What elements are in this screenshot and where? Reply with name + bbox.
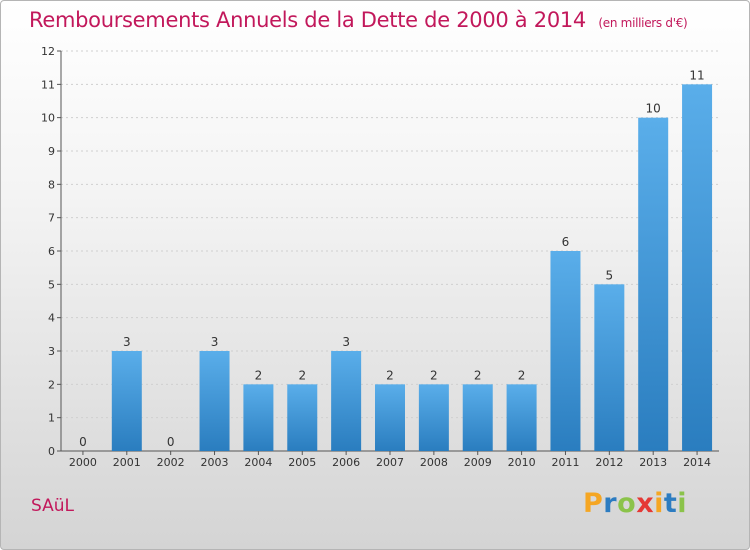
x-tick-label: 2008: [420, 456, 448, 469]
x-tick-label: 2002: [157, 456, 185, 469]
x-tick-label: 2013: [639, 456, 667, 469]
x-tick-label: 2011: [551, 456, 579, 469]
logo-letter: t: [663, 488, 678, 519]
bar-value-label: 2: [386, 368, 394, 382]
bar-value-label: 2: [298, 368, 306, 382]
bar: [638, 117, 669, 452]
logo-letter: o: [617, 488, 637, 519]
y-tick-label: 12: [41, 45, 55, 58]
bar-value-label: 2: [518, 368, 526, 382]
bar: [550, 251, 581, 451]
logo-letter: P: [583, 488, 604, 519]
bar-value-label: 11: [689, 68, 704, 82]
bar: [506, 384, 537, 451]
bar: [594, 284, 625, 451]
x-tick-label: 2000: [69, 456, 97, 469]
bar: [418, 384, 449, 451]
logo-letter: i: [677, 488, 688, 519]
bar-value-label: 2: [430, 368, 438, 382]
x-tick-label: 2005: [288, 456, 316, 469]
logo-letter: x: [636, 488, 655, 519]
logo-letter: i: [654, 488, 664, 519]
x-tick-label: 2012: [595, 456, 623, 469]
y-tick-label: 5: [48, 278, 55, 291]
logo-letter: r: [603, 488, 618, 519]
bar-value-label: 2: [255, 368, 263, 382]
bar-value-label: 5: [606, 268, 614, 282]
x-tick-label: 2009: [464, 456, 492, 469]
bar: [375, 384, 405, 451]
bar-value-label: 6: [562, 235, 570, 249]
y-tick-label: 1: [48, 412, 55, 425]
y-tick-label: 8: [48, 178, 55, 191]
bar: [462, 384, 493, 451]
bar-value-label: 3: [123, 335, 131, 349]
bar-value-label: 3: [342, 335, 350, 349]
y-tick-label: 6: [48, 245, 55, 258]
bar-value-label: 3: [211, 335, 219, 349]
y-tick-label: 2: [48, 378, 55, 391]
y-tick-label: 9: [48, 145, 55, 158]
bar: [682, 84, 713, 451]
bar: [331, 351, 362, 451]
x-tick-label: 2010: [508, 456, 536, 469]
commune-name: SAüL: [31, 496, 74, 516]
chart-title: Remboursements Annuels de la Dette de 20…: [29, 8, 688, 32]
bar-value-label: 10: [646, 102, 661, 116]
x-tick-label: 2014: [683, 456, 711, 469]
bar: [199, 351, 230, 451]
x-tick-label: 2003: [201, 456, 229, 469]
y-tick-label: 4: [48, 312, 55, 325]
bar-value-label: 0: [79, 435, 87, 449]
x-tick-label: 2001: [113, 456, 141, 469]
bar: [287, 384, 318, 451]
proxiti-logo: Proxiti: [583, 488, 687, 519]
y-tick-label: 7: [48, 212, 55, 225]
bar-value-label: 2: [474, 368, 482, 382]
bar: [111, 351, 142, 451]
y-tick-label: 3: [48, 345, 55, 358]
x-tick-label: 2006: [332, 456, 360, 469]
y-tick-label: 0: [48, 445, 55, 458]
bar: [243, 384, 274, 451]
chart-title-main: Remboursements Annuels de la Dette de 20…: [29, 8, 586, 32]
x-tick-label: 2004: [244, 456, 272, 469]
y-tick-label: 11: [41, 78, 55, 91]
x-tick-label: 2007: [376, 456, 404, 469]
chart-title-unit: (en milliers d'€): [598, 16, 688, 30]
y-tick-label: 10: [41, 112, 55, 125]
bar-value-label: 0: [167, 435, 175, 449]
